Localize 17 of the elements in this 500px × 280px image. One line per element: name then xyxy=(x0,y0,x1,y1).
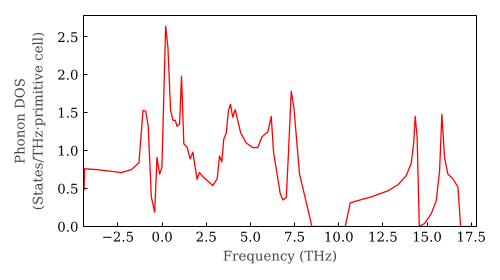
x-tick-label: 5.0 xyxy=(240,230,262,246)
x-tick-label: 12.5 xyxy=(368,230,398,246)
x-tick-label: −2.5 xyxy=(102,230,134,246)
x-tick-label: 15.0 xyxy=(412,230,442,246)
y-tick-label: 2.0 xyxy=(57,68,79,84)
x-tick-label: 10.0 xyxy=(324,230,354,246)
x-tick-label: 17.5 xyxy=(456,230,486,246)
y-tick-label: 2.5 xyxy=(57,30,79,46)
x-axis-title: Frequency (THz) xyxy=(222,250,338,264)
x-tick-label: 7.5 xyxy=(284,230,306,246)
y-tick-label: 0.5 xyxy=(57,182,79,198)
y-tick-label: 0.0 xyxy=(57,220,79,236)
y-tick-label: 1.0 xyxy=(57,144,79,160)
x-tick-label: 2.5 xyxy=(196,230,217,246)
x-tick-label: 0.0 xyxy=(152,230,173,246)
y-axis-title: Phonon DOS (States/THz·primitive cell) xyxy=(13,32,46,210)
y-tick-label: 1.5 xyxy=(57,106,79,122)
